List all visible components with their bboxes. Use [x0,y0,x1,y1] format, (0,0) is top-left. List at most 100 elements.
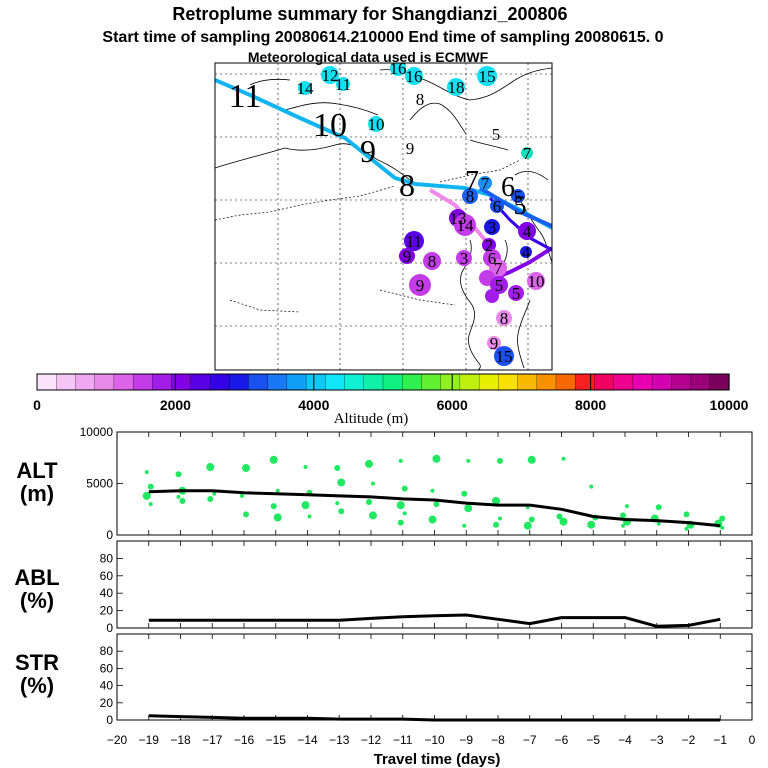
cluster-marker [520,246,532,258]
cluster-marker [298,81,312,95]
cluster-label: 5 [495,276,504,295]
cluster-label: 10 [368,115,385,134]
x-tick-label: −13 [329,733,350,747]
cluster-marker [404,231,424,251]
path-day-label: 8 [399,167,415,203]
colorbar-swatch [344,373,365,391]
cluster-label: 10 [528,272,545,291]
str-y-tick-label: 40 [100,679,114,693]
colorbar-tick-label: 8000 [575,397,606,413]
altitude-scatter-point [428,515,437,524]
colorbar-swatch [690,373,711,391]
altitude-scatter-point [176,494,181,499]
altitude-scatter-point [587,520,596,529]
x-tick-label: −16 [234,733,255,747]
altitude-scatter-point [147,483,154,490]
cluster-marker [336,77,350,91]
abl-y-tick-label: 80 [100,551,114,565]
cluster-marker [496,310,512,326]
colorbar-tick-label: 4000 [298,397,329,413]
altitude-scatter-point [334,465,341,472]
cluster-marker [484,219,500,235]
altitude-scatter-point [589,484,594,489]
colorbar-swatch [209,373,230,391]
map-frame [214,62,553,371]
colorbar-swatch [671,373,692,391]
altitude-scatter-point [492,497,500,506]
altitude-scatter-point [301,501,310,510]
cluster-label: 6 [488,249,497,268]
altitude-scatter-point [365,459,373,468]
cluster-marker [482,238,496,252]
cluster-label: 9 [403,247,412,266]
x-tick-label: −15 [266,733,287,747]
altitude-scatter-point [464,504,473,513]
altitude-scatter-point [175,471,182,478]
trajectory-blue [478,186,552,228]
cluster-marker [405,67,423,85]
colorbar-swatch [325,373,346,391]
colorbar-swatch [440,373,461,391]
figure-title: Retroplume summary for Shangdianzi_20080… [172,4,567,24]
cluster-label: 15 [479,67,496,86]
cluster-label: 8 [416,90,425,109]
cluster-label: 4 [523,222,532,241]
colorbar-swatch [229,373,250,391]
altitude-scatter-point [337,478,346,487]
path-day-label: 5 [514,191,527,220]
cluster-label: 7 [494,259,503,278]
altitude-scatter-point [338,508,345,515]
cluster-marker [489,259,507,277]
cluster-marker [527,272,545,290]
colorbar-swatch [267,373,288,391]
cluster-label: 8 [500,309,509,328]
cluster-marker [511,189,525,203]
cluster-label: 14 [297,79,315,98]
altitude-scatter-point [655,504,662,511]
x-tick-label: −8 [491,733,505,747]
x-tick-label: −5 [586,733,600,747]
colorbar-swatch [56,373,77,391]
x-tick-label: −11 [393,733,413,747]
x-tick-label: 0 [749,733,756,747]
altitude-scatter-point [207,495,214,502]
cluster-label: 3 [488,218,497,237]
altitude-scatter-point [273,513,282,522]
alt-panel-unit: (m) [20,481,54,506]
colorbar-tick-label: 2000 [160,397,191,413]
altitude-scatter-point [144,470,149,475]
colorbar-swatch [517,373,538,391]
cluster-label: 5 [492,125,501,144]
colorbar-swatch [555,373,576,391]
str-y-tick-label: 20 [100,696,114,710]
colorbar-swatch [594,373,615,391]
abl-panel-label: ABL [14,565,59,590]
cluster-label: 12 [322,66,339,85]
cluster-label: 2 [485,236,494,255]
altitude-scatter-point [620,512,626,519]
cluster-label: 8 [466,187,475,206]
abl-y-tick-label: 40 [100,586,114,600]
cluster-label: 9 [406,139,415,158]
cluster-label: 6 [493,197,502,216]
colorbar-swatch [75,373,96,391]
altitude-scatter-point [142,491,151,500]
altitude-scatter-point [466,458,471,463]
altitude-scatter-point [556,513,563,520]
altitude-scatter-point [683,511,690,518]
altitude-scatter-point [432,454,441,463]
cluster-label: 13 [450,209,467,228]
path-day-label: 7 [465,166,479,197]
alt-y-tick-label: 5000 [86,477,113,491]
colorbar-swatch [709,373,730,391]
cluster-marker [409,274,431,296]
altitude-scatter-point [684,526,689,531]
x-tick-label: −6 [555,733,569,747]
x-tick-label: −20 [107,733,128,747]
altitude-scatter-point [179,498,186,505]
x-tick-label: −7 [523,733,537,747]
altitude-scatter-point [148,502,153,507]
altitude-scatter-point [527,455,536,464]
